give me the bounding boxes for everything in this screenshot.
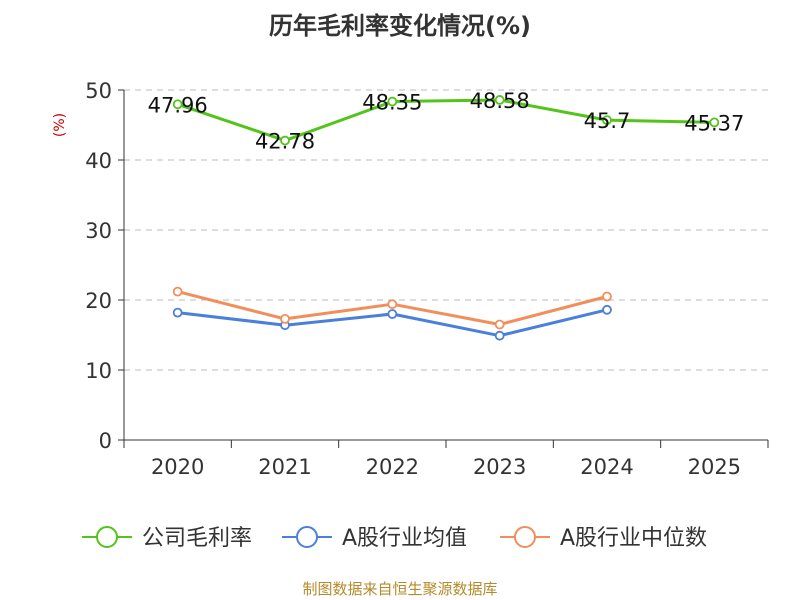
legend-item[interactable]: A股行业均值 bbox=[282, 526, 467, 551]
x-tick-label: 2025 bbox=[688, 455, 741, 479]
data-label: 45.37 bbox=[684, 111, 744, 135]
legend-marker bbox=[296, 526, 318, 548]
data-label: 47.96 bbox=[148, 93, 208, 117]
data-label: 42.78 bbox=[255, 130, 315, 154]
x-tick-label: 2020 bbox=[151, 455, 204, 479]
data-point bbox=[280, 313, 290, 324]
data-point bbox=[602, 291, 612, 302]
data-label: 48.58 bbox=[470, 89, 530, 113]
y-tick-label: 0 bbox=[99, 429, 112, 453]
series-line-0 bbox=[177, 98, 715, 143]
y-tick-label: 30 bbox=[85, 219, 112, 243]
y-axis-unit-label: (%) bbox=[52, 113, 68, 137]
data-point bbox=[172, 99, 183, 110]
legend-marker bbox=[96, 526, 118, 548]
legend-label: 公司毛利率 bbox=[142, 526, 252, 551]
x-tick-label: 2021 bbox=[258, 455, 311, 479]
x-tick-label: 2022 bbox=[366, 455, 419, 479]
data-point bbox=[280, 135, 290, 146]
data-point bbox=[602, 115, 612, 125]
legend-marker bbox=[514, 526, 536, 548]
axes: 0 10 20 30 40 50 2020 2021 2022 2023 2024 2025 bbox=[85, 79, 769, 479]
legend-item[interactable]: A股行业中位数 bbox=[500, 526, 707, 551]
legend-item[interactable]: 公司毛利率 bbox=[82, 526, 252, 551]
data-source-note: 制图数据来自恒生聚源数据库 bbox=[302, 580, 497, 598]
y-tick-label: 20 bbox=[85, 289, 112, 313]
data-point bbox=[602, 304, 612, 315]
data-point bbox=[387, 299, 398, 310]
data-point bbox=[709, 117, 720, 128]
legend: 公司毛利率 A股行业均值 A股行业中位数 bbox=[82, 526, 707, 551]
data-point bbox=[387, 309, 398, 319]
legend-label: A股行业中位数 bbox=[560, 526, 707, 551]
data-label: 48.35 bbox=[362, 91, 422, 115]
x-tick-label: 2023 bbox=[473, 455, 526, 479]
y-tick-label: 10 bbox=[85, 359, 112, 383]
chart-title: 历年毛利率变化情况(%) bbox=[269, 12, 531, 40]
data-point bbox=[387, 96, 398, 107]
data-label: 45.7 bbox=[584, 109, 631, 133]
data-point bbox=[494, 330, 505, 341]
grid-lines bbox=[124, 89, 768, 371]
data-labels: 47.96 42.78 48.35 48.58 45.7 45.37 bbox=[148, 89, 745, 154]
series-layer bbox=[172, 95, 720, 341]
data-point bbox=[172, 307, 183, 318]
x-tick-label: 2024 bbox=[580, 455, 633, 479]
legend-label: A股行业均值 bbox=[342, 526, 467, 551]
data-point bbox=[172, 286, 183, 297]
data-point bbox=[494, 95, 505, 105]
y-tick-label: 40 bbox=[85, 149, 112, 173]
data-point bbox=[494, 319, 505, 330]
y-tick-label: 50 bbox=[85, 79, 112, 103]
